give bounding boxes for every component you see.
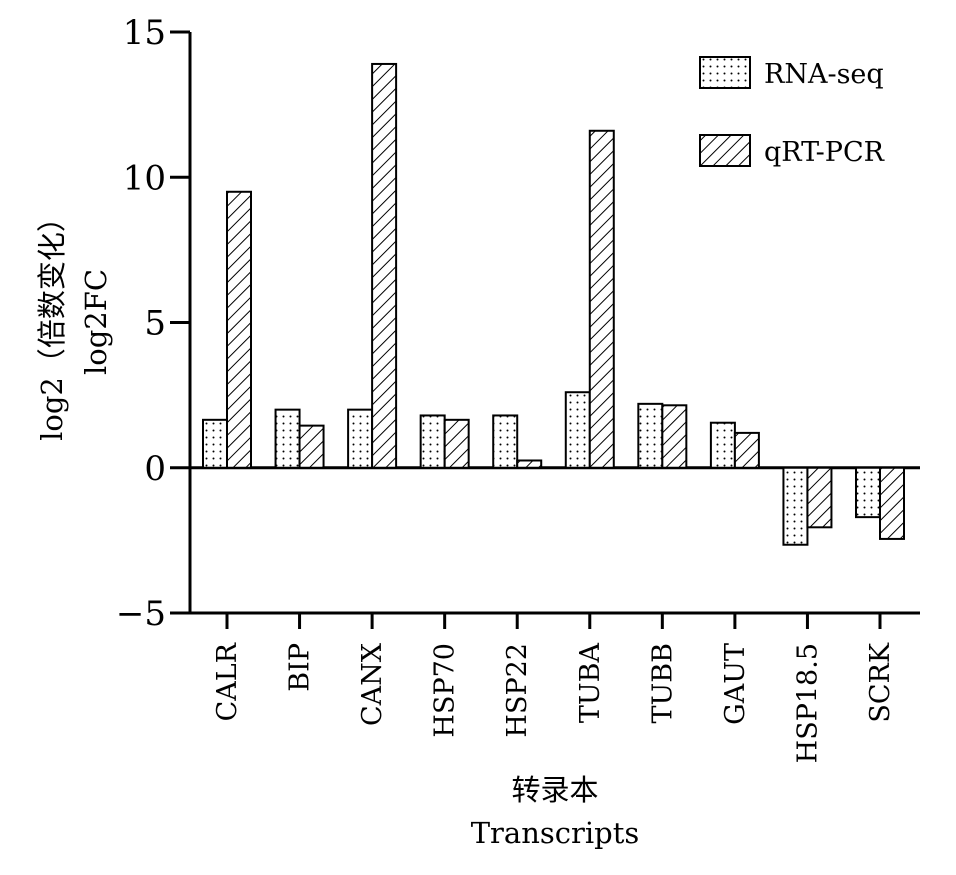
y-tick-label: 15 [123,13,166,53]
bar-qrt-pcr-bip [298,424,325,469]
bar-rna-seq-calr [202,418,228,469]
x-axis-title-line1: 转录本 [511,773,598,807]
category-labels: CALR BIP CANX HSP70 HSP22 TUBA TUBB GAUT HSP18.5… [212,642,896,763]
y-tick-label: 5 [144,304,166,344]
bar-rna-seq-tuba [564,391,591,469]
legend: RNA-seq qRT-PCR [699,56,885,168]
category-label: HSP22 [502,643,533,738]
bar-rna-seq-hsp18-5 [782,466,809,546]
bar-rna-seq-hsp70 [419,414,446,469]
category-label: CANX [357,642,388,726]
bar-rna-seq-hsp22 [492,414,519,469]
legend-swatch-rna-seq [699,56,751,89]
y-tick-label: 10 [123,158,166,198]
bar-rna-seq-bip [274,408,301,469]
legend-label-rna-seq: RNA-seq [764,59,884,90]
bar-qrt-pcr-tuba [588,129,615,469]
bar-rna-seq-gaut [709,421,736,469]
category-label: TUBA [575,643,606,724]
category-label: TUBB [647,643,678,723]
category-label: GAUT [720,643,751,725]
category-label: HSP18.5 [792,643,823,763]
bar-qrt-pcr-gaut [733,431,760,469]
bar-qrt-pcr-hsp70 [443,418,470,469]
bar-qrt-pcr-hsp22 [516,459,543,469]
bar-qrt-pcr-tubb [661,404,688,469]
y-axis: −5 0 5 10 15 [116,13,192,634]
y-tick-label: 0 [144,449,166,489]
bar-qrt-pcr-hsp18-5 [806,466,833,529]
y-axis-title-line2: log2FC [79,269,113,375]
bars [202,62,905,546]
category-label: BIP [285,643,316,692]
category-label: HSP70 [430,643,461,738]
y-axis-title-line1: log2（倍数变化） [35,203,69,441]
x-axis-title-line2: Transcripts [471,816,640,850]
bar-rna-seq-canx [347,408,374,469]
bar-qrt-pcr-canx [371,62,398,469]
bar-rna-seq-tubb [637,402,664,469]
y-tick-label: −5 [116,594,166,634]
y-axis-title: log2（倍数变化） log2FC [35,203,113,441]
legend-swatch-qrt-pcr [699,134,751,167]
category-label: CALR [212,642,243,721]
legend-label-qrt-pcr: qRT-PCR [764,137,885,168]
bar-rna-seq-scrk [855,466,881,519]
bar-qrt-pcr-calr [226,190,252,469]
bar-qrt-pcr-scrk [879,466,905,540]
category-label: SCRK [865,642,896,722]
